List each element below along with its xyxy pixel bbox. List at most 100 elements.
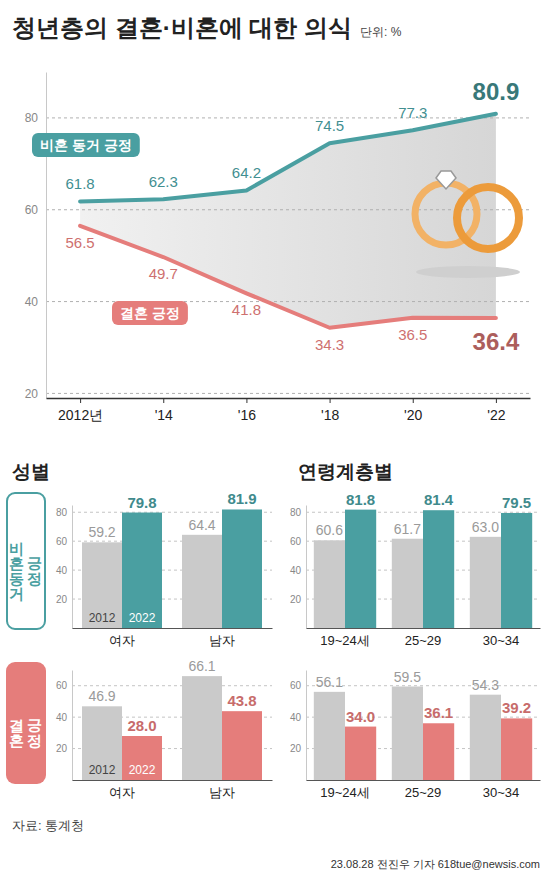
row-head: 비혼동거 긍정 [8,527,44,595]
tick: 25~29 [405,628,442,648]
series-name: 결혼 긍정 [120,305,180,321]
data-labels: 56.549.741.834.336.536.4 [65,234,519,355]
tick: 30~34 [483,780,520,800]
data-label: 49.7 [149,265,178,282]
tick-label: 60 [290,536,302,547]
data-labels: 59.264.479.881.9 [88,490,256,540]
data-label: 60.6 [316,522,343,538]
axis-line [72,506,73,629]
x-axis: 19~24세25~2930~34 [307,780,541,800]
data-label: 81.4 [424,491,454,508]
tick-label: 25~29 [405,633,442,648]
tick-label: 80 [25,111,39,125]
data-label: 77.3 [398,104,427,121]
label-box [112,301,188,325]
bar [423,723,454,780]
bar [222,711,262,780]
axis-line [47,398,531,400]
tick-mark [330,398,331,403]
tick: 60 [56,536,72,547]
data-label: 61.8 [65,175,94,192]
data-label: 56.1 [316,674,343,690]
data-label: 59.2 [88,524,115,540]
tick: 20 [25,387,46,401]
row-head-box: 비혼동거 긍정 [6,492,46,630]
tick-label: 남자 [209,633,235,648]
title: 청년층의 결혼·비혼에 대한 의식 [12,14,352,41]
tick-label: 60 [290,680,302,691]
bar [470,695,501,780]
plot-lines [80,114,496,328]
legend-label: 2022 [129,611,156,625]
tick-label: 25~29 [405,785,442,800]
axis-line [73,780,273,781]
gap-area [80,114,496,328]
tick-label: 30~34 [483,633,520,648]
data-label: 64.4 [188,517,215,533]
tick: 60 [56,680,72,691]
x-axis: 2012년'14'16'18'20'22 [47,398,531,423]
data-label: 36.5 [398,326,427,343]
legend: 20122022 [89,763,156,777]
tick: 20 [290,594,306,605]
plot-area [314,687,532,781]
data-labels: 46.966.128.043.8 [88,658,256,734]
tick-label: 60 [25,203,39,217]
axis-line [307,780,541,781]
tick: '16 [238,398,256,423]
ring-shadow [416,266,520,278]
line-chart: 204060802012년'14'16'18'20'2261.862.364.2… [25,73,531,423]
tick-label: 19~24세 [320,633,370,648]
tick-mark [496,398,497,403]
grid-line [72,685,272,686]
axis-line [73,628,273,629]
source: 자료: 통계청 [12,818,84,833]
tick: '18 [321,398,339,423]
grid [46,118,530,393]
y-axis: 204060 [290,671,307,781]
tick: 80 [56,507,72,518]
y-axis: 20 40 60 80 [56,506,73,629]
series-name: 비혼 동거 긍정 [40,137,132,153]
tick: 40 [290,565,306,576]
tick-label: 20 [290,594,302,605]
y-axis: 204060 [56,671,73,781]
tick-label: 20 [56,594,68,605]
legend-label: 2022 [129,763,156,777]
row-head: 결혼 긍정 [8,689,44,757]
tick: '14 [155,398,173,423]
page: 청년층의 결혼·비혼에 대한 의식단위: %204060802012년'14'1… [0,0,550,882]
data-label: 46.9 [88,688,115,704]
data-label: 79.5 [502,494,531,511]
x-axis: 여자남자 [73,780,273,800]
tick: 30~34 [483,628,520,648]
axis-line [306,506,307,629]
tick: 40 [25,295,46,309]
ring [457,187,519,249]
tick: 20 [56,743,72,754]
series-label: 비혼 동거 긍정 [32,133,140,157]
bar [122,513,162,628]
bar [182,535,222,628]
data-label: 36.4 [473,328,520,355]
tick: 40 [56,565,72,576]
series-label: 결혼 긍정 [112,301,188,325]
tick-label: 80 [56,507,68,518]
legend-label: 2012 [89,611,116,625]
grid-line [46,393,530,394]
data-label: 56.5 [65,234,94,251]
data-label: 28.0 [127,717,156,734]
bar [82,706,122,780]
data-label: 39.2 [502,699,531,716]
y-axis: 20 40 60 80 [25,73,47,401]
tick-label: 여자 [109,785,135,800]
data-label: 36.1 [424,704,453,721]
x-axis: 여자남자 [73,628,273,648]
tick: 19~24세 [320,628,370,648]
data-label: 34.3 [315,336,344,353]
data-label: 64.2 [232,164,261,181]
data-label: 43.8 [227,692,256,709]
tick-label: 30~34 [483,785,520,800]
bar [345,510,376,628]
tick: 40 [290,712,306,723]
